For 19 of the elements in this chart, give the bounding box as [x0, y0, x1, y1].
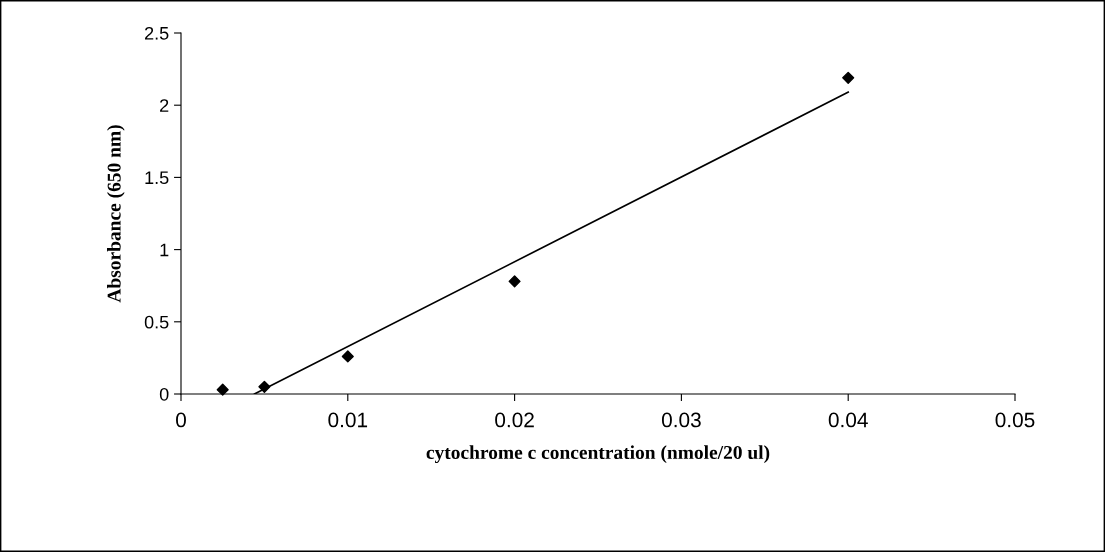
- point: [842, 71, 855, 84]
- x-tick-label: 0: [176, 412, 186, 428]
- x-tick-label: 0.02: [495, 412, 534, 428]
- point: [258, 380, 271, 393]
- y-tick-label: 0.5: [144, 315, 169, 329]
- y-tick-label: 2.5: [145, 26, 169, 40]
- point: [508, 275, 521, 288]
- x-tick-label: 0.05: [995, 412, 1035, 428]
- y-tick-label: 2: [160, 99, 169, 112]
- y-tick-label: 0: [159, 387, 169, 401]
- point: [341, 350, 354, 363]
- y-axis-title: Absorbance (650 nm): [107, 125, 125, 303]
- x-tick-label: 0.01: [328, 412, 368, 428]
- point: [216, 383, 229, 396]
- x-tick-label: 0.04: [828, 412, 868, 428]
- x-axis-title: cytochrome c concentration (nmole/20 ul): [426, 445, 770, 464]
- y-tick-label: 1.5: [145, 171, 169, 185]
- x-tick-label: 0.03: [661, 412, 701, 428]
- y-tick-label: 1: [160, 243, 169, 257]
